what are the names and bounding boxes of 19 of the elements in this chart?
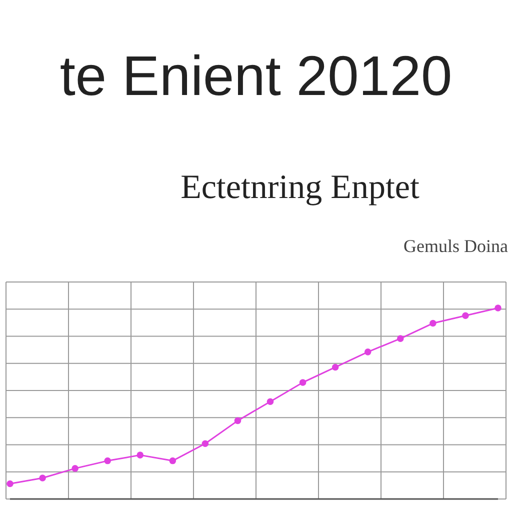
point xyxy=(169,457,176,464)
point xyxy=(397,335,404,342)
point xyxy=(39,474,46,482)
point xyxy=(494,304,502,312)
point xyxy=(72,465,78,472)
point xyxy=(299,379,306,386)
point xyxy=(6,480,14,488)
text: Gemuls Doina xyxy=(404,236,508,256)
point xyxy=(332,364,339,371)
chart-title: te Enient 20120 xyxy=(60,44,452,107)
point xyxy=(430,320,436,327)
point xyxy=(364,348,372,356)
point xyxy=(462,312,469,320)
point xyxy=(266,398,274,405)
chart-subtitle: Ectetnring Enptet xyxy=(180,169,420,206)
point xyxy=(136,452,144,458)
point xyxy=(202,440,209,447)
point xyxy=(234,417,242,424)
point xyxy=(104,457,111,464)
